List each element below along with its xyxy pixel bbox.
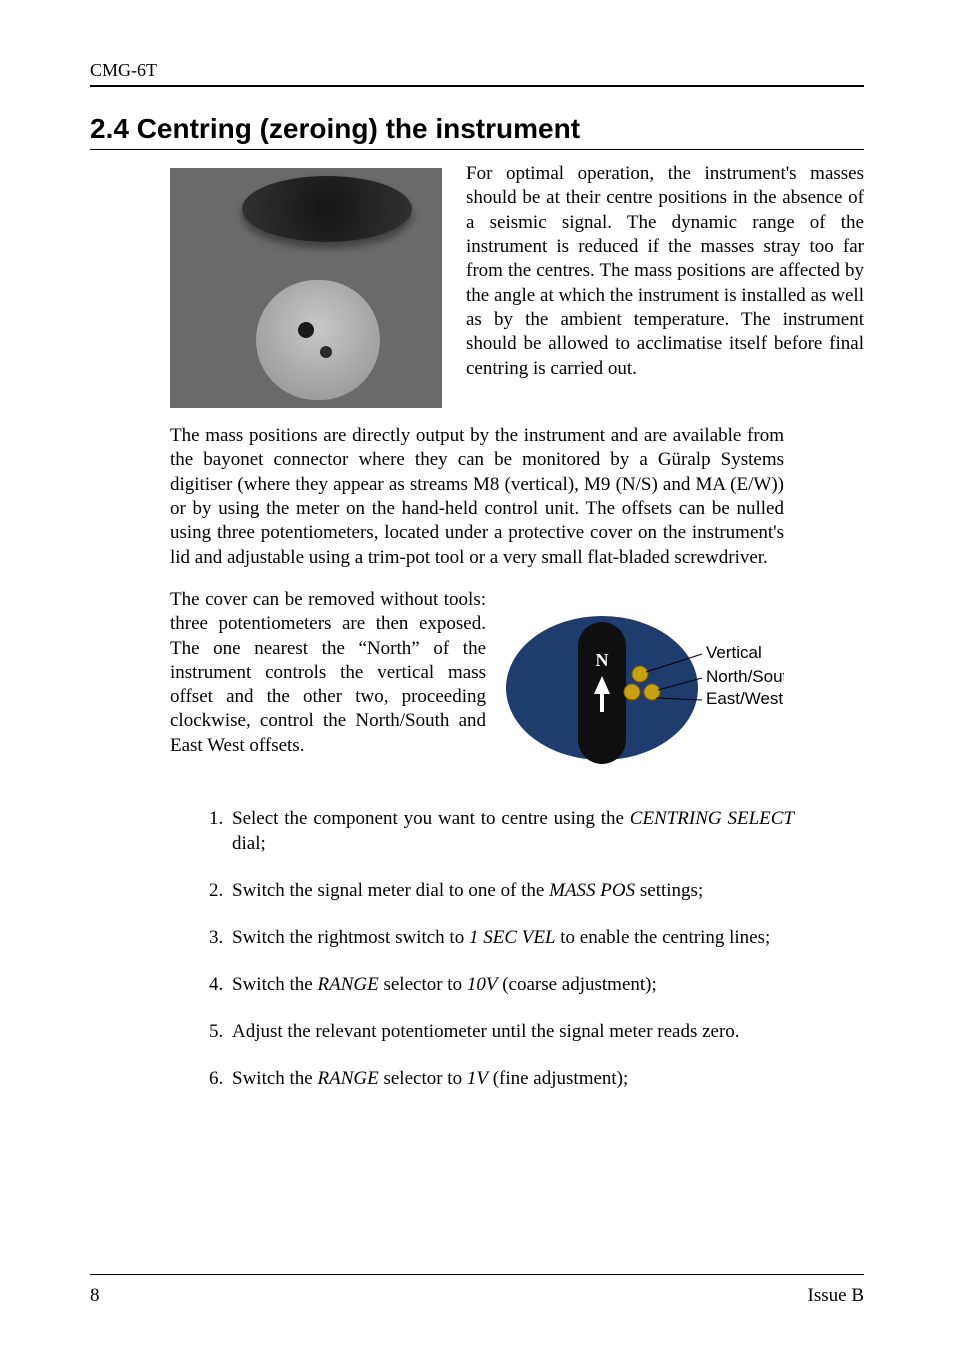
label-eastwest: East/West xyxy=(706,689,783,708)
steps-list: Select the component you want to centre … xyxy=(200,806,794,1092)
cover-paragraph: The cover can be removed without tools: … xyxy=(170,588,486,758)
photo-base-shape xyxy=(256,280,380,400)
step-4-post: (coarse adjustment); xyxy=(497,974,656,995)
step-6-pre: Switch the xyxy=(232,1068,318,1089)
step-6-it2: 1V xyxy=(467,1068,488,1089)
step-2: Switch the signal meter dial to one of t… xyxy=(228,878,794,903)
step-4-it1: RANGE xyxy=(318,974,379,995)
step-6-post: (fine adjustment); xyxy=(488,1068,628,1089)
step-4-mid: selector to xyxy=(379,974,467,995)
step-3: Switch the rightmost switch to 1 SEC VEL… xyxy=(228,925,794,950)
step-4-it2: 10V xyxy=(467,974,498,995)
photo-knob-shape xyxy=(242,176,412,242)
step-3-it1: 1 SEC VEL xyxy=(469,927,556,948)
step-1-mid: dial; xyxy=(232,833,266,854)
step-4: Switch the RANGE selector to 10V (coarse… xyxy=(228,972,794,997)
step-5: Adjust the relevant potentiometer until … xyxy=(228,1019,794,1044)
step-3-pre: Switch the rightmost switch to xyxy=(232,927,469,948)
step-5-pre: Adjust the relevant potentiometer until … xyxy=(232,1021,740,1042)
photo-hole-shape xyxy=(298,322,314,338)
diagram-n-label: N xyxy=(596,650,609,670)
step-1-pre: Select the component you want to centre … xyxy=(232,808,630,829)
step-6: Switch the RANGE selector to 1V (fine ad… xyxy=(228,1066,794,1091)
label-vertical: Vertical xyxy=(706,643,762,662)
step-6-it1: RANGE xyxy=(318,1068,379,1089)
step-1-it1: CENTRING SELECT xyxy=(630,808,794,829)
section-heading: 2.4 Centring (zeroing) the instrument xyxy=(90,113,864,150)
step-1: Select the component you want to centre … xyxy=(228,806,794,856)
label-northsouth: North/South xyxy=(706,667,784,686)
page-header: CMG-6T xyxy=(90,60,864,87)
step-4-pre: Switch the xyxy=(232,974,318,995)
step-2-pre: Switch the signal meter dial to one of t… xyxy=(232,880,549,901)
mass-positions-paragraph: The mass positions are directly output b… xyxy=(170,424,784,570)
step-2-mid: settings; xyxy=(635,880,703,901)
step-2-it1: MASS POS xyxy=(549,880,635,901)
page-footer: 8 Issue B xyxy=(90,1274,864,1307)
step-3-mid: to enable the centring lines; xyxy=(556,927,771,948)
photo-placeholder xyxy=(170,168,442,408)
step-6-mid: selector to xyxy=(379,1068,467,1089)
issue-label: Issue B xyxy=(808,1285,864,1307)
potentiometer-diagram: N Vertical North/South xyxy=(504,588,784,786)
photo-hole-shape-2 xyxy=(320,346,332,358)
page-number: 8 xyxy=(90,1285,100,1307)
